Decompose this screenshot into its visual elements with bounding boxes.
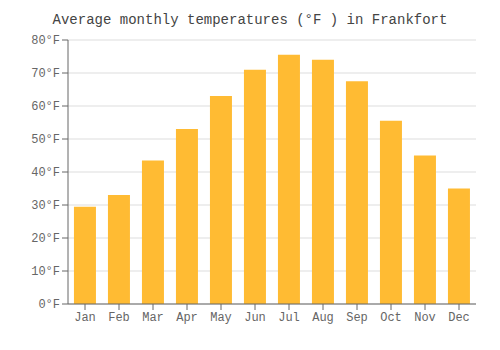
svg-text:80°F: 80°F xyxy=(31,34,60,48)
svg-text:60°F: 60°F xyxy=(31,100,60,114)
svg-text:Jun: Jun xyxy=(244,311,266,325)
svg-text:50°F: 50°F xyxy=(31,133,60,147)
svg-text:40°F: 40°F xyxy=(31,166,60,180)
html-text:Average monthly temperatures (: Average monthly temperatures (°F ) in Fr… xyxy=(52,12,448,28)
svg-text:0°F: 0°F xyxy=(38,298,60,312)
svg-text:Nov: Nov xyxy=(414,311,436,325)
svg-text:May: May xyxy=(210,311,232,325)
svg-text:20°F: 20°F xyxy=(31,232,60,246)
svg-text:Feb: Feb xyxy=(108,311,130,325)
svg-text:70°F: 70°F xyxy=(31,67,60,81)
svg-text:30°F: 30°F xyxy=(31,199,60,213)
svg-text:Aug: Aug xyxy=(312,311,334,325)
svg-text:Apr: Apr xyxy=(176,311,198,325)
svg-text:10°F: 10°F xyxy=(31,265,60,279)
svg-text:Jan: Jan xyxy=(74,311,96,325)
svg-text:Dec: Dec xyxy=(448,311,470,325)
svg-text:Sep: Sep xyxy=(346,311,368,325)
svg-text:Jul: Jul xyxy=(278,311,300,325)
svg-text:Mar: Mar xyxy=(142,311,164,325)
svg-text:Oct: Oct xyxy=(380,311,402,325)
